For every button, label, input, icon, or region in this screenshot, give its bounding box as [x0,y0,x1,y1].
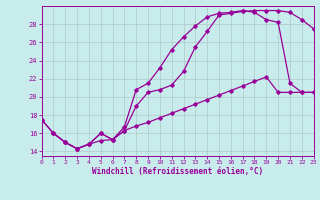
X-axis label: Windchill (Refroidissement éolien,°C): Windchill (Refroidissement éolien,°C) [92,167,263,176]
